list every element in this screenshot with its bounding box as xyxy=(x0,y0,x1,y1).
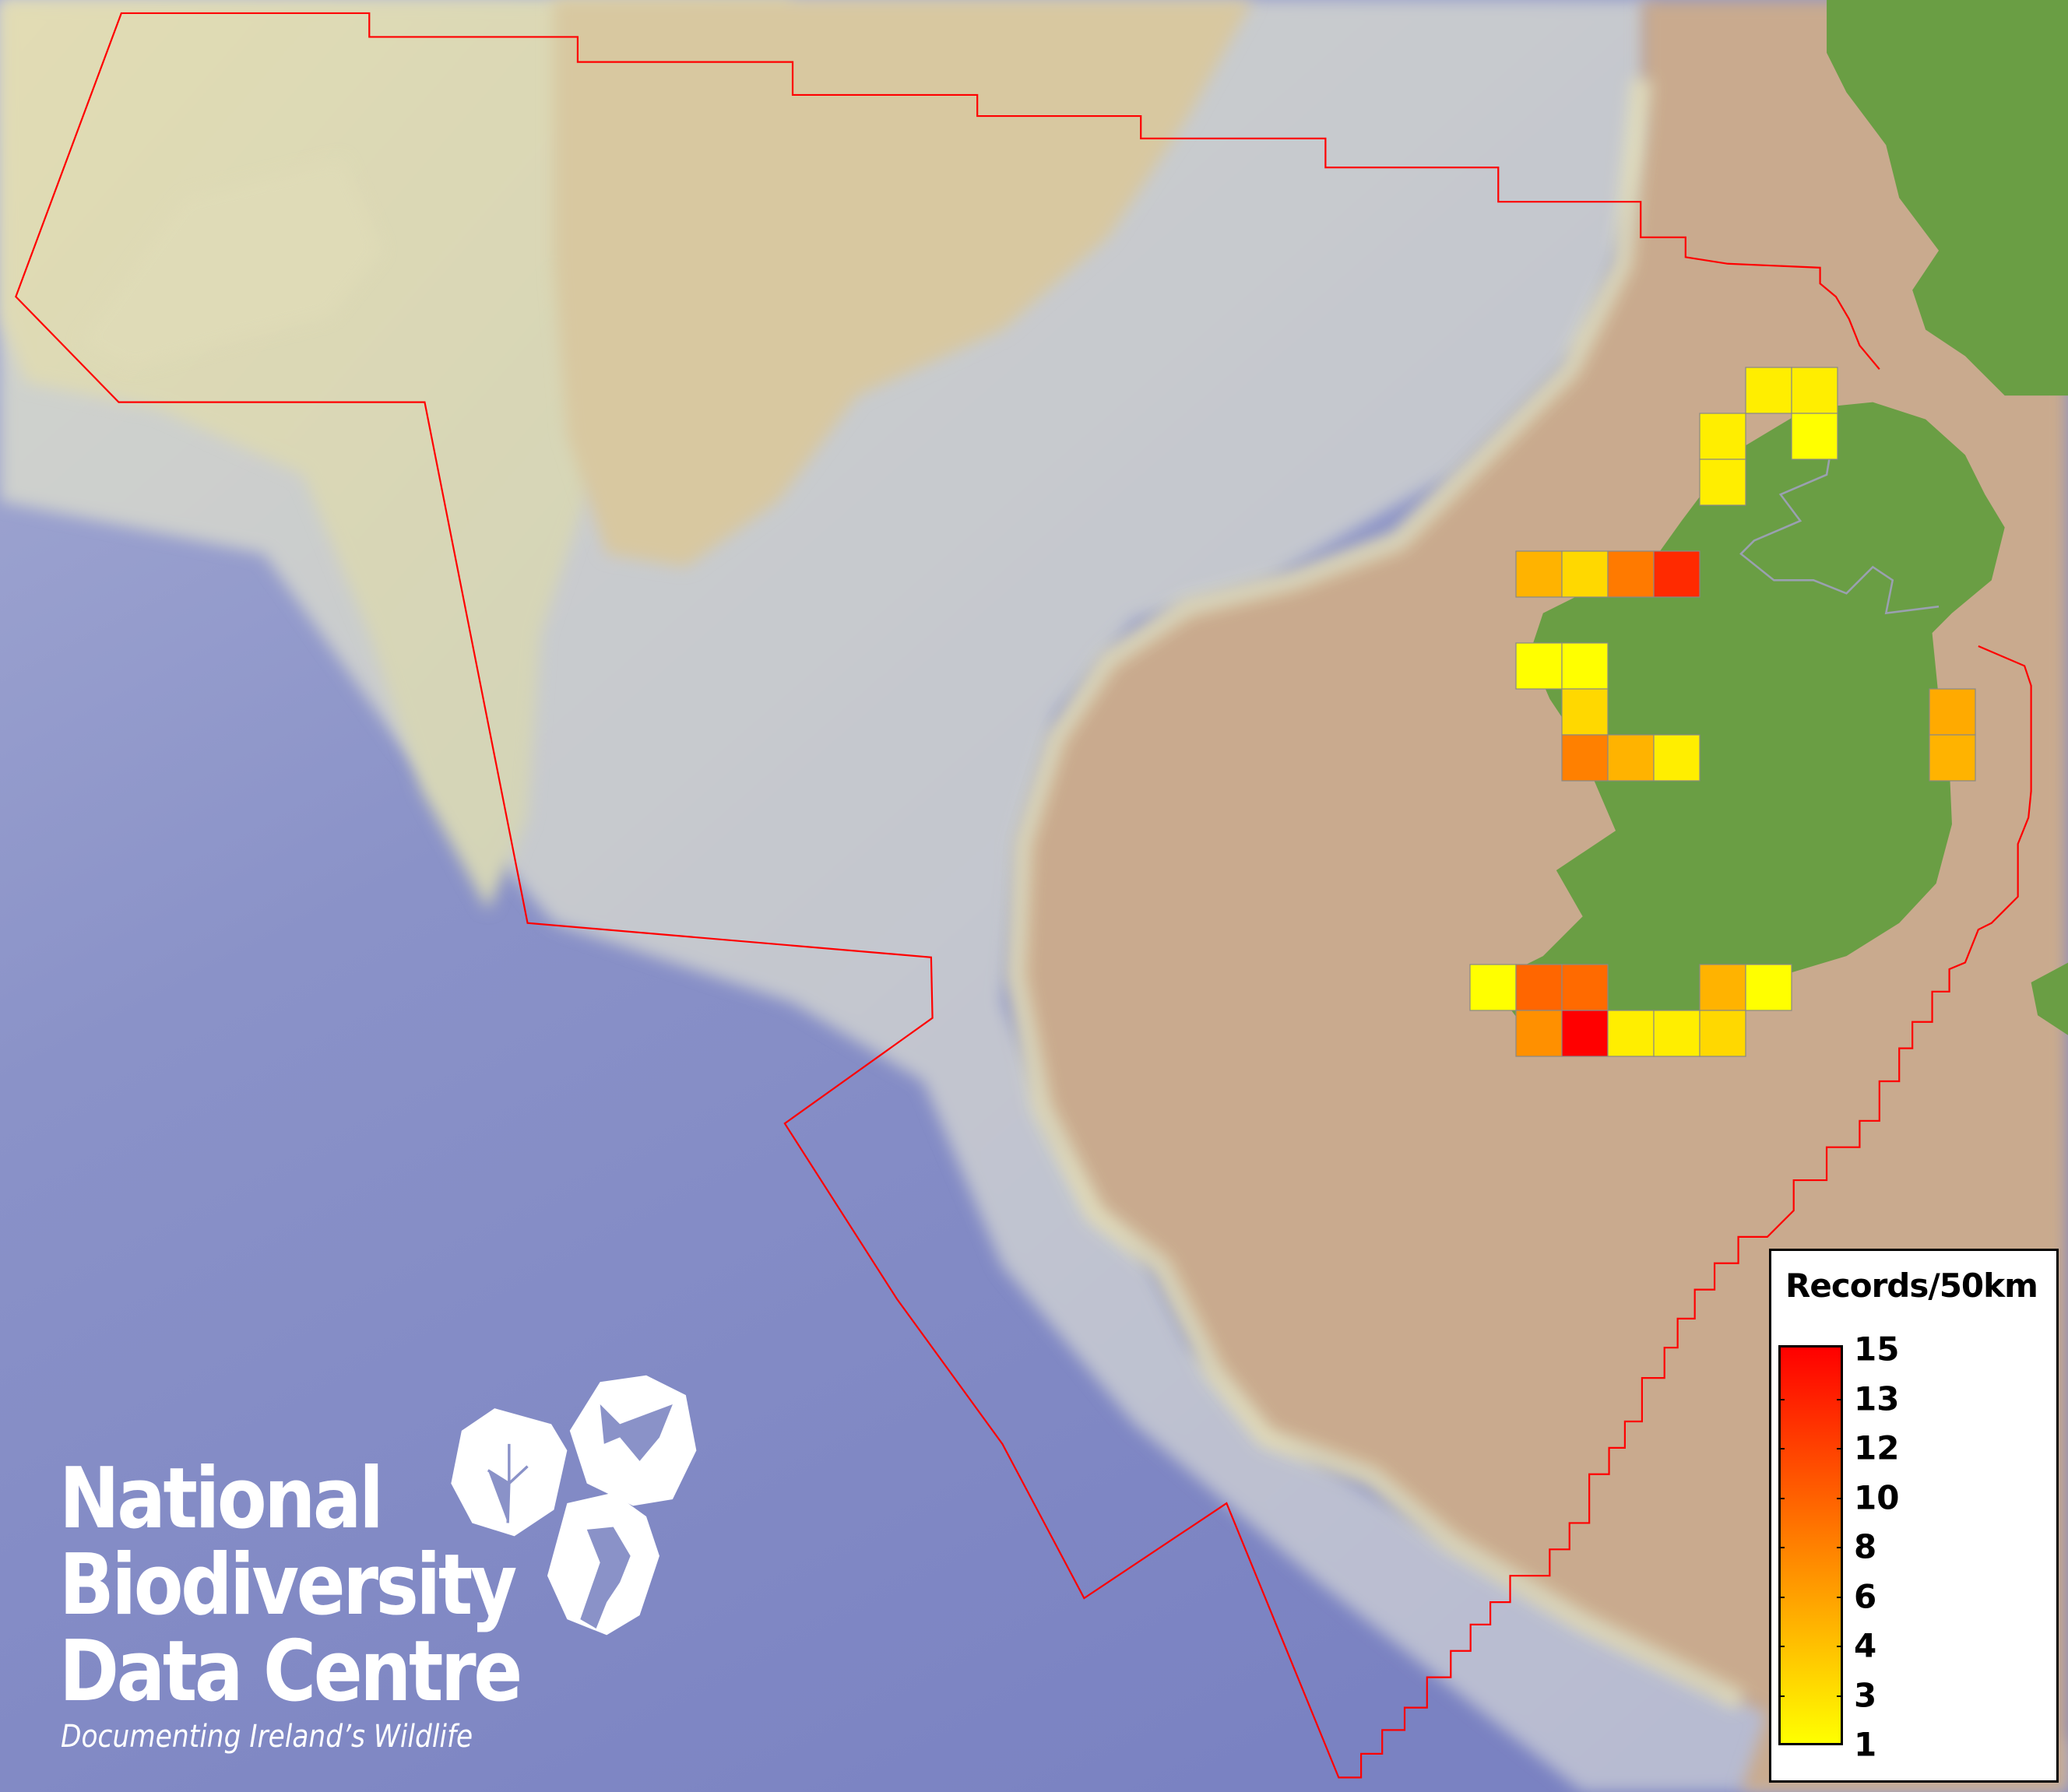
legend-tick xyxy=(1837,1448,1841,1449)
grid-cell xyxy=(1699,964,1746,1011)
northern-ireland-border xyxy=(1739,434,1940,615)
legend-label: 6 xyxy=(1854,1577,1877,1615)
legend-tick xyxy=(1837,1596,1841,1598)
grid-cell xyxy=(1699,1010,1746,1057)
grid-cell xyxy=(1515,964,1563,1011)
seahorse-shape xyxy=(580,1527,631,1629)
legend-color-bar xyxy=(1778,1345,1843,1745)
legend-label: 12 xyxy=(1854,1428,1900,1467)
grid-cell xyxy=(1699,459,1746,506)
grid-cell xyxy=(1607,550,1655,598)
legend-tick xyxy=(1837,1497,1841,1499)
grid-cell xyxy=(1561,642,1609,690)
legend-tick xyxy=(1781,1398,1785,1400)
legend-label: 3 xyxy=(1854,1676,1877,1714)
tree-icon xyxy=(487,1443,529,1523)
legend-label: 15 xyxy=(1854,1330,1900,1369)
legend-tick xyxy=(1781,1547,1785,1548)
legend-label: 10 xyxy=(1854,1478,1900,1516)
logo-text-biodiversity: Biodiversity xyxy=(59,1537,517,1634)
legend-tick xyxy=(1781,1596,1785,1598)
logo-tagline: Documenting Ireland’s Wildlife xyxy=(61,1719,473,1755)
grid-cell xyxy=(1699,413,1746,460)
grid-cell xyxy=(1561,550,1609,598)
legend-tick xyxy=(1837,1398,1841,1400)
porcupine-bank xyxy=(554,0,1254,567)
legend-tick xyxy=(1837,1646,1841,1647)
legend-label: 13 xyxy=(1854,1379,1900,1418)
shelf-edge-highlight xyxy=(1004,78,1746,1711)
grid-cell xyxy=(1745,367,1792,414)
grid-cell xyxy=(1561,1010,1609,1057)
legend-tick xyxy=(1781,1646,1785,1647)
wales-land xyxy=(2031,962,2068,1035)
legend-label: 4 xyxy=(1854,1626,1877,1665)
ireland-land xyxy=(1490,402,2005,1056)
legend-label: 8 xyxy=(1854,1527,1877,1566)
grid-cell xyxy=(1653,734,1700,782)
grid-cell xyxy=(1791,413,1838,460)
grid-cell xyxy=(1607,734,1655,782)
hatton-plateau xyxy=(79,158,383,370)
grid-cell xyxy=(1745,964,1792,1011)
legend: Records/50km 15 13 12 10 8 6 4 3 1 xyxy=(1769,1249,2059,1783)
logo-text-national: National xyxy=(59,1450,384,1548)
grid-cell xyxy=(1607,1010,1655,1057)
legend-tick xyxy=(1781,1695,1785,1697)
legend-tick xyxy=(1781,1497,1785,1499)
grid-cell xyxy=(1561,964,1609,1011)
grid-cell xyxy=(1561,688,1609,736)
grid-cell xyxy=(1791,367,1838,414)
butterfly-shape xyxy=(600,1404,673,1461)
logo-mark xyxy=(451,1375,697,1636)
grid-cell xyxy=(1515,642,1563,690)
legend-title: Records/50km xyxy=(1785,1267,2038,1305)
grid-cell xyxy=(1653,1010,1700,1057)
grid-cell xyxy=(1929,688,1976,736)
grid-cell xyxy=(1561,734,1609,782)
legend-tick xyxy=(1837,1695,1841,1697)
grid-cell xyxy=(1469,964,1517,1011)
legend-label: 1 xyxy=(1854,1725,1877,1764)
logo-text-data-centre: Data Centre xyxy=(59,1623,522,1720)
grid-cell xyxy=(1653,550,1700,598)
grid-cell xyxy=(1929,734,1976,782)
legend-tick xyxy=(1837,1547,1841,1548)
records-grid xyxy=(1469,367,1976,1057)
grid-cell xyxy=(1515,550,1563,598)
grid-cell xyxy=(1515,1010,1563,1057)
maritime-boundary-line xyxy=(15,12,2032,1779)
legend-tick xyxy=(1781,1448,1785,1449)
scotland-land xyxy=(1827,0,2068,396)
